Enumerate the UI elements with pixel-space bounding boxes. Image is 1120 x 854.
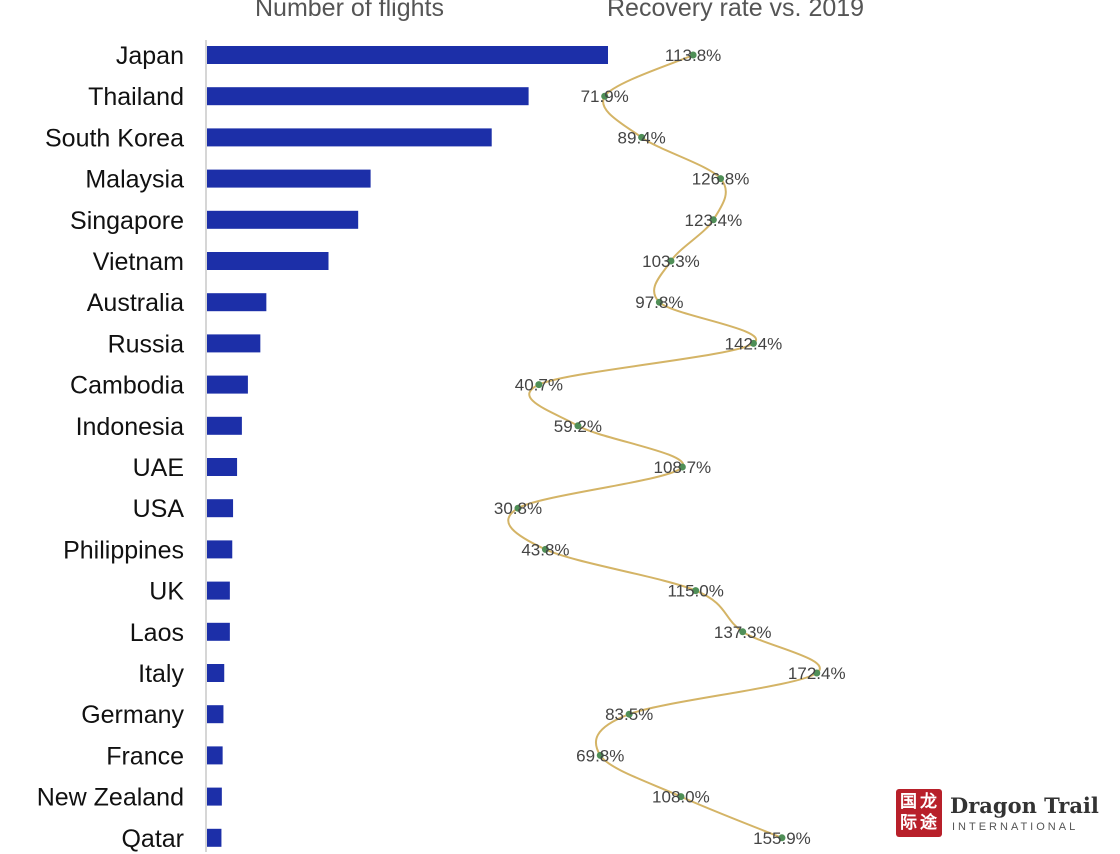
category-label: Italy [138, 660, 184, 688]
recovery-label: 113.8% [665, 46, 721, 65]
recovery-label: 115.0% [667, 582, 723, 601]
recovery-label: 123.4% [685, 211, 743, 230]
seal-icon: 国 龙 际 途 [896, 789, 942, 837]
flight-bar [207, 87, 529, 106]
recovery-point [778, 834, 786, 842]
recovery-label: 59.2% [554, 417, 602, 436]
recovery-label: 103.3% [642, 252, 700, 271]
category-label: Thailand [88, 83, 184, 111]
recovery-label: 71.9% [581, 87, 629, 106]
category-label: South Korea [45, 124, 184, 152]
category-label: UK [149, 578, 184, 606]
recovery-point [739, 628, 747, 636]
recovery-point [717, 175, 725, 183]
dragon-trail-logo: 国 龙 际 途 Dragon Trail INTERNATIONAL [896, 789, 1099, 839]
flight-bar [207, 210, 359, 229]
flight-bar [207, 334, 261, 353]
brand-name: Dragon Trail [950, 793, 1099, 818]
recovery-rate-header: Recovery rate vs. 2019 [607, 0, 865, 22]
flight-bar [207, 787, 222, 806]
flight-bar [207, 581, 230, 600]
recovery-label: 108.7% [654, 458, 712, 477]
flight-bar [207, 458, 238, 476]
flight-bar [207, 705, 224, 724]
recovery-point [709, 216, 717, 224]
category-label: Philippines [63, 536, 184, 564]
category-label: Germany [81, 701, 184, 729]
category-label: Singapore [70, 207, 184, 235]
recovery-point [541, 545, 549, 553]
category-label: Russia [108, 330, 185, 358]
brand-subtitle: INTERNATIONAL [952, 821, 1079, 833]
recovery-point [574, 422, 582, 430]
recovery-point [749, 339, 757, 347]
flight-bar [207, 416, 242, 435]
flight-bar [207, 128, 492, 147]
recovery-label: 155.9% [753, 829, 811, 848]
recovery-point [655, 298, 663, 306]
category-label: Japan [116, 42, 184, 70]
recovery-point [667, 257, 675, 265]
recovery-label: 69.8% [576, 746, 624, 765]
recovery-label: 97.8% [635, 293, 683, 312]
recovery-point [689, 51, 697, 59]
category-label: Australia [87, 289, 184, 317]
recovery-point [813, 669, 821, 677]
category-label: Indonesia [76, 413, 185, 441]
category-label: UAE [133, 454, 184, 482]
category-label: Vietnam [93, 248, 184, 276]
flight-bar [207, 828, 222, 847]
recovery-point [535, 381, 543, 389]
recovery-point [596, 751, 604, 759]
category-label: New Zealand [37, 784, 184, 812]
flights-header: Number of flights [255, 0, 444, 22]
recovery-label: 108.0% [652, 788, 710, 807]
recovery-label: 89.4% [618, 128, 666, 147]
flight-bar [207, 540, 233, 559]
category-label: Cambodia [70, 372, 184, 400]
recovery-label: 40.7% [515, 376, 563, 395]
flight-bar [207, 375, 248, 394]
recovery-label: 172.4% [788, 664, 846, 683]
flight-bar [207, 622, 230, 641]
recovery-point [625, 710, 633, 718]
flight-bar [207, 46, 608, 64]
category-label: France [106, 742, 184, 770]
recovery-label: 142.4% [725, 334, 783, 353]
flight-bar [207, 664, 225, 682]
recovery-point [692, 587, 700, 595]
recovery-label: 30.8% [494, 499, 542, 518]
recovery-label: 137.3% [714, 623, 772, 642]
category-label: Malaysia [85, 166, 184, 194]
recovery-point [638, 133, 646, 141]
recovery-label: 43.8% [521, 540, 569, 559]
flight-bar [207, 169, 371, 188]
flight-bar [207, 746, 223, 765]
recovery-label: 83.5% [605, 705, 653, 724]
recovery-point [601, 92, 609, 100]
category-label: Qatar [121, 825, 184, 853]
flight-bar [207, 499, 234, 518]
recovery-point [678, 463, 686, 471]
recovery-point [677, 793, 685, 801]
recovery-point [514, 504, 522, 512]
category-label: Laos [130, 619, 184, 647]
recovery-rate-line [507, 54, 821, 839]
flight-bar [207, 293, 267, 312]
category-label: USA [133, 495, 185, 523]
flight-bar [207, 252, 329, 270]
recovery-label: 126.8% [692, 170, 750, 189]
